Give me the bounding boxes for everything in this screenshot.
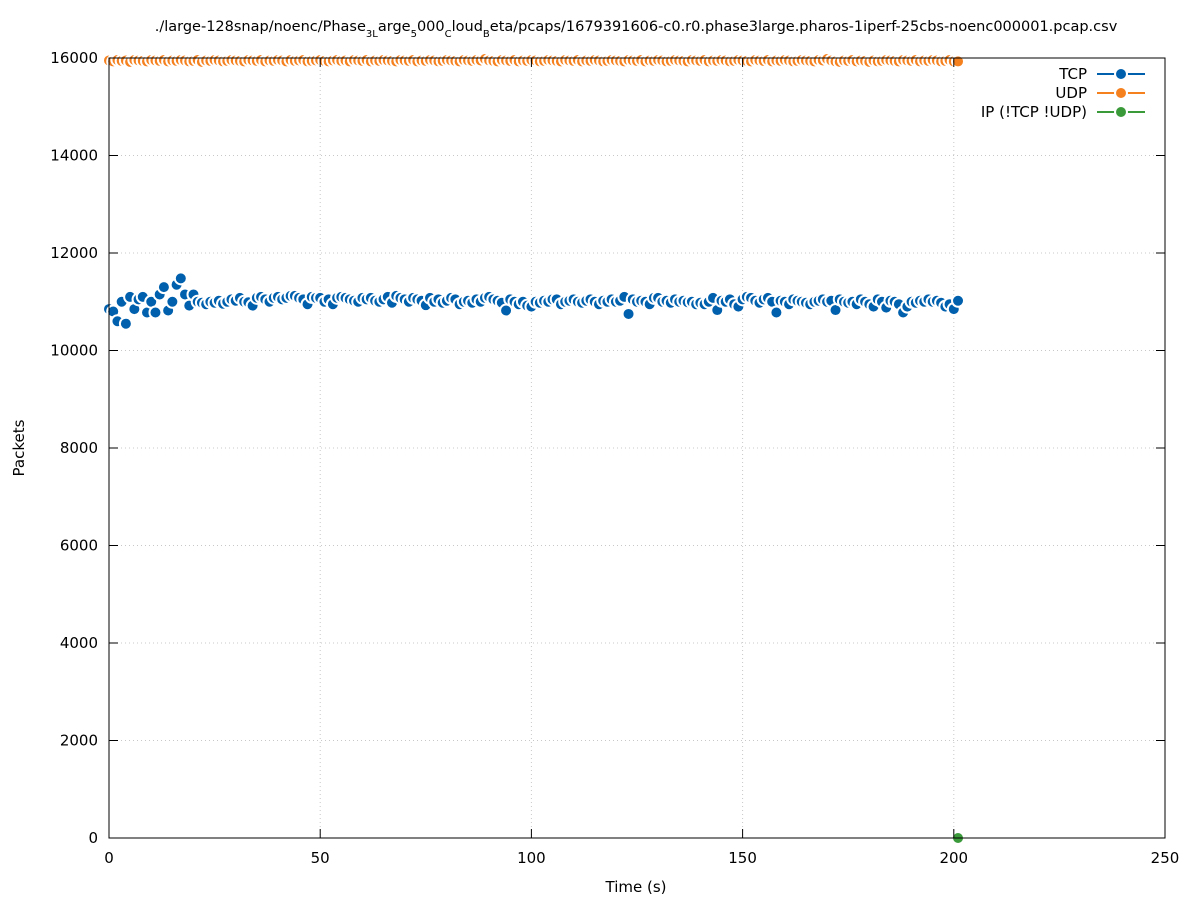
y-tick-label: 12000: [50, 244, 98, 262]
legend-label: UDP: [1055, 84, 1087, 102]
data-point: [156, 280, 171, 295]
y-tick-label: 4000: [60, 634, 98, 652]
title-part: 000: [417, 19, 445, 35]
title-subscript: 3L: [366, 29, 378, 40]
y-axis-label: Packets: [10, 419, 28, 476]
legend-marker: [1114, 86, 1128, 100]
x-tick-label: 100: [517, 849, 546, 867]
x-tick-label: 200: [939, 849, 968, 867]
y-tick-label: 0: [88, 829, 98, 847]
data-point: [621, 306, 636, 321]
title-part: ./large-128snap/noenc/Phase: [155, 19, 366, 35]
y-tick-label: 16000: [50, 49, 98, 67]
data-point: [173, 271, 188, 286]
y-tick-label: 14000: [50, 147, 98, 165]
title-subscript: B: [483, 29, 490, 40]
title-part: loud: [452, 19, 483, 35]
data-point: [118, 316, 133, 331]
data-point: [148, 305, 163, 320]
axes: 0 2000 4000 6000 8000 10000 12000 14000 16000 0 50…: [50, 49, 1179, 867]
data-point: [769, 305, 784, 320]
y-tick-label: 10000: [50, 342, 98, 360]
x-tick-label: 0: [104, 849, 114, 867]
legend-marker: [1114, 67, 1128, 81]
x-tick-label: 50: [311, 849, 330, 867]
legend-label: IP (!TCP !UDP): [981, 103, 1087, 121]
x-tick-label: 250: [1151, 849, 1180, 867]
legend-label: TCP: [1058, 65, 1087, 83]
legend-marker: [1114, 105, 1128, 119]
title-part: arge: [378, 19, 411, 35]
x-axis-label: Time (s): [605, 878, 667, 896]
title-subscript: 5: [411, 29, 417, 40]
y-tick-label: 2000: [60, 732, 98, 750]
title-subscript: C: [445, 29, 452, 40]
data-point: [951, 293, 966, 308]
chart-title: ./large-128snap/noenc/Phase3Large5000Clo…: [155, 19, 1118, 40]
x-tick-label: 150: [728, 849, 757, 867]
grid: [108, 57, 1166, 839]
title-part: eta/pcaps/1679391606-c0.r0.phase3large.p…: [490, 19, 1118, 35]
y-tick-label: 8000: [60, 439, 98, 457]
y-tick-label: 6000: [60, 537, 98, 555]
data-point: [165, 294, 180, 309]
